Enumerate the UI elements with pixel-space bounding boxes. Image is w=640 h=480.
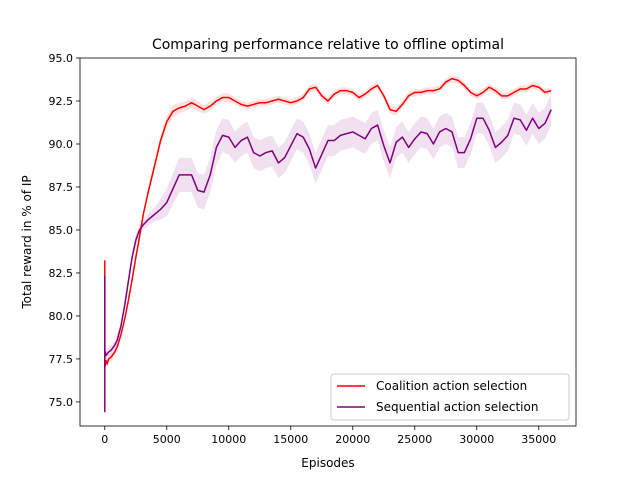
legend-label-sequential: Sequential action selection xyxy=(376,400,538,414)
y-axis-label: Total reward in % of IP xyxy=(20,175,34,309)
y-tick-label: 75.0 xyxy=(49,396,74,409)
x-tick-label: 10000 xyxy=(211,433,246,446)
legend: Coalition action selection Sequential ac… xyxy=(330,373,570,421)
y-tick-label: 80.0 xyxy=(49,310,74,323)
confidence-bands xyxy=(104,75,552,416)
y-tick-label: 92.5 xyxy=(49,95,74,108)
band-sequential xyxy=(104,94,552,416)
y-axis-ticks: 75.0 77.5 80.0 82.5 85.0 87.5 90.0 92.5 95.0 xyxy=(49,52,80,409)
x-tick-label: 20000 xyxy=(335,433,370,446)
x-tick-label: 30000 xyxy=(459,433,494,446)
series-line-coalition xyxy=(104,77,552,369)
x-tick-label: 25000 xyxy=(397,433,432,446)
plot-area-frame xyxy=(79,57,577,427)
y-tick-label: 95.0 xyxy=(49,52,74,65)
y-tick-label: 77.5 xyxy=(49,353,74,366)
legend-label-coalition: Coalition action selection xyxy=(376,379,527,393)
chart-title: Comparing performance relative to offlin… xyxy=(152,37,504,53)
x-axis-label: Episodes xyxy=(301,456,354,470)
x-tick-label: 0 xyxy=(101,433,108,446)
series-lines xyxy=(104,77,552,413)
legend-box xyxy=(330,373,570,421)
y-tick-label: 90.0 xyxy=(49,138,74,151)
y-tick-label: 82.5 xyxy=(49,267,74,280)
series-line-sequential xyxy=(104,109,552,413)
y-tick-label: 87.5 xyxy=(49,181,74,194)
x-tick-label: 15000 xyxy=(273,433,308,446)
x-axis-ticks: 0 5000 10000 15000 20000 25000 30000 35000 xyxy=(101,426,556,446)
x-tick-label: 5000 xyxy=(153,433,181,446)
y-tick-label: 85.0 xyxy=(49,224,74,237)
x-tick-label: 35000 xyxy=(521,433,556,446)
